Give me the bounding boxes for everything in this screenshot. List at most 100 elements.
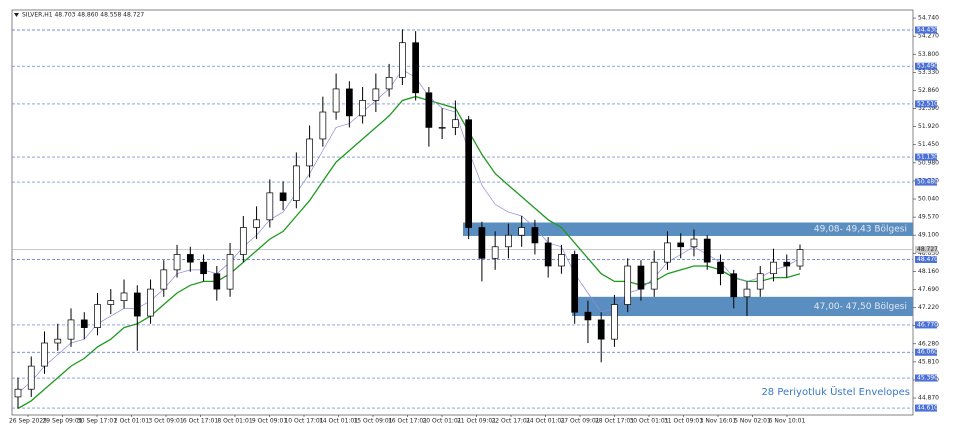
candle-body — [783, 261, 791, 267]
zone — [572, 296, 913, 317]
envelope-line — [17, 95, 801, 410]
candle-body — [452, 119, 459, 128]
candle-body — [253, 219, 260, 228]
level-label: 46.060 — [917, 349, 938, 356]
y-tick-label: 49.100 — [918, 232, 939, 239]
y-tick-label: 51.920 — [918, 123, 939, 130]
candle-body — [717, 261, 724, 275]
candle-body — [279, 192, 287, 201]
candle-body — [173, 254, 181, 271]
y-tick-label: 54.740 — [918, 15, 939, 22]
candle-body — [14, 388, 22, 398]
x-tick-label: 15 Oct 09:01 — [353, 418, 392, 425]
x-tick-label: 6 Nov 10:01 — [769, 418, 806, 425]
y-tick-label: 50.040 — [918, 196, 939, 203]
x-tick-label: 24 Oct 01:01 — [526, 418, 565, 425]
candle-body — [226, 254, 234, 290]
x-tick-label: 26 Sep 2025 — [9, 418, 47, 425]
candle-body — [107, 300, 115, 305]
candle-body — [372, 88, 380, 101]
candle-body — [624, 265, 632, 305]
level-label: 54.430 — [917, 27, 938, 34]
level-box — [915, 348, 937, 356]
plot-frame — [11, 9, 914, 416]
level-box — [915, 26, 937, 34]
candle-body — [531, 227, 539, 244]
candle-body — [133, 292, 141, 317]
y-tick-label: 45.810 — [918, 358, 939, 365]
level-box — [915, 404, 937, 412]
x-tick-label: 5 Nov 02:01 — [734, 418, 771, 425]
candle-body — [332, 88, 340, 113]
x-tick-label: 2 Oct 01:01 — [114, 418, 149, 425]
candle-body — [505, 234, 512, 248]
candle-body — [200, 261, 207, 275]
level-label: 50.480 — [917, 179, 938, 186]
x-tick-label: 9 Oct 09:01 — [252, 418, 287, 425]
candle-body — [756, 273, 764, 290]
y-tick-label: 54.270 — [918, 33, 939, 40]
level-label: 45.390 — [917, 375, 938, 382]
candle-body — [465, 119, 472, 228]
candle-body — [27, 365, 35, 390]
level-box — [915, 153, 937, 161]
y-tick-label: 52.390 — [918, 105, 939, 112]
candle-body — [690, 238, 698, 248]
candle-body — [478, 227, 486, 259]
y-tick-label: 50.980 — [918, 159, 939, 166]
x-tick-label: 22 Oct 17:01 — [491, 418, 530, 425]
candle-body — [438, 127, 446, 129]
y-tick-label: 44.870 — [918, 395, 939, 402]
zone-label: 47,00- 47,50 Bölgesi — [814, 302, 907, 312]
x-tick-label: 3 Oct 09:01 — [148, 418, 183, 425]
candle-body — [186, 254, 194, 263]
y-tick-label: 52.860 — [918, 87, 939, 94]
candle-body — [147, 288, 154, 317]
y-tick-label: 53.330 — [918, 69, 939, 76]
zone-label: 49,08- 49,43 Bölgesi — [814, 225, 907, 235]
x-tick-label: 8 Oct 01:01 — [217, 418, 252, 425]
candle-body — [41, 342, 48, 367]
candle-body — [664, 242, 671, 263]
header-arrow — [14, 13, 19, 17]
y-tick-label: 48.160 — [918, 268, 939, 275]
zone — [463, 222, 913, 236]
candle-body — [292, 165, 300, 201]
candle-body — [160, 269, 168, 290]
y-tick-label: 48.630 — [918, 250, 939, 257]
candle-body — [239, 227, 247, 255]
x-tick-label: 14 Oct 01:01 — [319, 418, 358, 425]
candle-body — [80, 319, 88, 328]
candle-body — [611, 304, 618, 340]
candle-body — [637, 265, 645, 290]
candle-body — [743, 288, 751, 298]
candle-body — [770, 261, 777, 275]
y-tick-label: 46.280 — [918, 340, 939, 347]
level-label: 46.770 — [917, 321, 938, 328]
x-tick-label: 3 Nov 16:01 — [700, 418, 737, 425]
candle-body — [120, 292, 128, 302]
current-price-label: 48.727 — [917, 246, 938, 253]
candle-body — [94, 304, 101, 328]
level-label: 44.610 — [917, 405, 938, 412]
x-tick-label: 29 Sep 09:01 — [42, 418, 82, 425]
x-tick-label: 16 Oct 17:01 — [388, 418, 427, 425]
candle-body — [54, 338, 62, 344]
y-tick-label: 53.800 — [918, 51, 939, 58]
x-tick-label: 20 Oct 01:01 — [422, 418, 461, 425]
candle-body — [319, 111, 327, 140]
annotation: 28 Periyotluk Üstel Envelopes — [761, 385, 910, 398]
candle-body — [558, 254, 565, 267]
level-box — [915, 374, 937, 382]
level-label: 51.130 — [917, 154, 938, 161]
candle-body — [796, 249, 804, 267]
x-tick-label: 27 Oct 09:01 — [560, 418, 599, 425]
x-tick-label: 30 Oct 01:01 — [629, 418, 668, 425]
y-tick-label: 47.690 — [918, 286, 939, 293]
candle-body — [730, 273, 738, 298]
candle-body — [385, 77, 393, 90]
y-tick-label: 51.450 — [918, 141, 939, 148]
candle-body — [346, 88, 353, 117]
candle-body — [491, 246, 499, 259]
